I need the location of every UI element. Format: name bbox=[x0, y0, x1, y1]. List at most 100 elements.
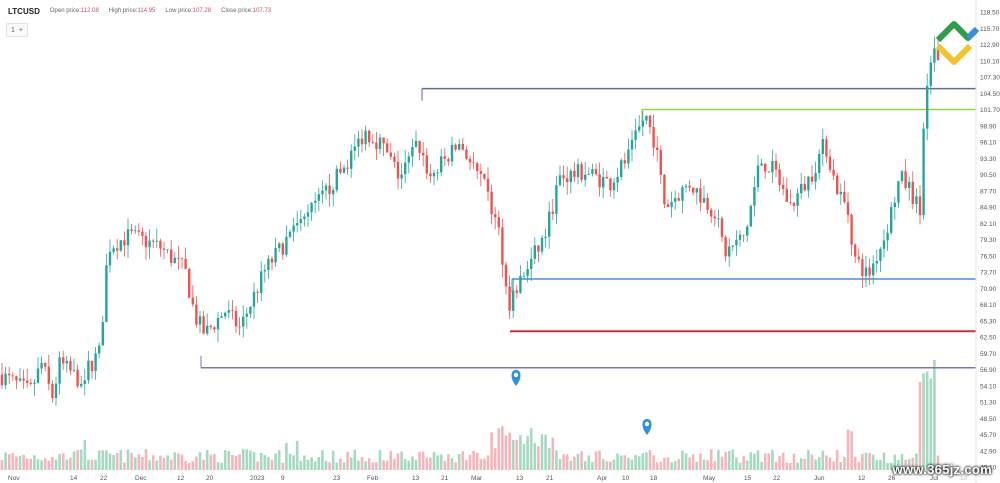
candle-body bbox=[339, 168, 342, 173]
candle-body bbox=[576, 164, 580, 177]
x-tick-label: Feb bbox=[367, 475, 379, 482]
volume-bar bbox=[97, 450, 101, 470]
candle-body bbox=[911, 181, 914, 205]
candle-body bbox=[378, 137, 382, 150]
candle-body bbox=[15, 376, 18, 381]
candle-body bbox=[857, 256, 860, 260]
candle-body bbox=[303, 216, 306, 220]
candle-body bbox=[51, 383, 54, 398]
volume-bar bbox=[533, 443, 537, 470]
candle-body bbox=[537, 245, 540, 252]
candle-body bbox=[551, 211, 554, 214]
volume-bar bbox=[519, 435, 522, 470]
candle-body bbox=[904, 171, 907, 188]
volume-bar bbox=[159, 455, 162, 470]
volume-bar bbox=[522, 443, 526, 470]
volume-bar bbox=[717, 449, 720, 470]
y-tick-label: 101.70 bbox=[980, 107, 1000, 114]
candle-body bbox=[746, 226, 749, 236]
x-tick-label: 9 bbox=[281, 475, 285, 482]
volume-bar bbox=[18, 455, 22, 470]
volume-bar bbox=[263, 455, 267, 470]
map-pin-icon bbox=[511, 370, 521, 386]
volume-bar bbox=[126, 449, 130, 470]
candle-body bbox=[659, 149, 662, 175]
candle-body bbox=[598, 174, 601, 188]
volume-bar bbox=[454, 462, 457, 470]
volume-bar bbox=[929, 378, 933, 470]
candle-body bbox=[299, 219, 302, 224]
candle-body bbox=[915, 196, 918, 205]
x-tick-label: 26 bbox=[888, 475, 896, 482]
volume-bar bbox=[598, 450, 601, 470]
volume-bar bbox=[774, 462, 778, 470]
volume-bar bbox=[382, 460, 385, 470]
volume-bar bbox=[778, 455, 781, 470]
volume-bar bbox=[43, 458, 47, 470]
candle-body bbox=[177, 257, 180, 259]
candle-body bbox=[155, 240, 158, 242]
logo-blue-stroke bbox=[965, 26, 980, 41]
map-pin-icon bbox=[642, 419, 652, 435]
candle-body bbox=[854, 244, 857, 257]
candle-body bbox=[440, 156, 443, 173]
volume-bar bbox=[641, 453, 645, 470]
candle-body bbox=[699, 188, 702, 203]
candle-body bbox=[814, 173, 817, 182]
x-tick-label: 2023 bbox=[250, 475, 265, 482]
volume-bar bbox=[515, 439, 519, 470]
candle-body bbox=[530, 258, 533, 270]
volume-bar bbox=[115, 453, 119, 470]
candle-body bbox=[162, 248, 166, 250]
candle-body bbox=[346, 167, 349, 169]
y-tick-label: 54.10 bbox=[980, 383, 997, 390]
volume-bar bbox=[331, 450, 335, 470]
candle-body bbox=[26, 380, 29, 383]
volume-bar bbox=[569, 460, 573, 470]
indicator-chip[interactable]: 1 + bbox=[6, 23, 28, 37]
volume-bar bbox=[303, 455, 306, 470]
candle-body bbox=[472, 162, 475, 164]
volume-bar bbox=[277, 450, 281, 470]
candle-body bbox=[764, 163, 767, 172]
candle-body bbox=[476, 163, 479, 172]
candle-body bbox=[105, 265, 108, 323]
volume-bar bbox=[601, 459, 605, 470]
volume-bar bbox=[79, 449, 83, 470]
candle-body bbox=[220, 316, 223, 318]
candle-body bbox=[782, 184, 785, 189]
volume-bar bbox=[306, 459, 310, 470]
volume-bar bbox=[378, 450, 382, 470]
volume-bar bbox=[681, 450, 684, 470]
y-tick-label: 56.90 bbox=[980, 367, 997, 374]
candle-body bbox=[443, 156, 446, 159]
candle-body bbox=[296, 223, 299, 226]
volume-bar bbox=[745, 460, 749, 470]
candle-body bbox=[267, 258, 270, 271]
volume-bar bbox=[324, 460, 328, 470]
volume-bar bbox=[713, 461, 717, 470]
candle-body bbox=[33, 382, 36, 384]
volume-bar bbox=[241, 449, 245, 470]
candle-body bbox=[281, 243, 284, 255]
volume-bar bbox=[252, 451, 256, 470]
candle-body bbox=[98, 345, 101, 354]
candle-body bbox=[44, 362, 47, 367]
candle-body bbox=[324, 185, 328, 191]
candle-body bbox=[198, 316, 202, 325]
x-tick-label: 22 bbox=[773, 475, 781, 482]
volume-bars bbox=[0, 359, 940, 470]
volume-bar bbox=[537, 446, 540, 470]
candle-body bbox=[569, 170, 572, 183]
candle-body bbox=[792, 202, 796, 206]
volume-bar bbox=[587, 455, 591, 470]
candle-body bbox=[623, 160, 626, 164]
volume-bar bbox=[432, 452, 436, 470]
x-tick-label: 23 bbox=[333, 475, 341, 482]
volume-bar bbox=[313, 461, 317, 470]
x-tick-label: 13 bbox=[516, 475, 524, 482]
add-indicator-button[interactable]: + bbox=[18, 26, 23, 34]
candle-body bbox=[447, 158, 450, 162]
volume-bar bbox=[551, 437, 555, 470]
